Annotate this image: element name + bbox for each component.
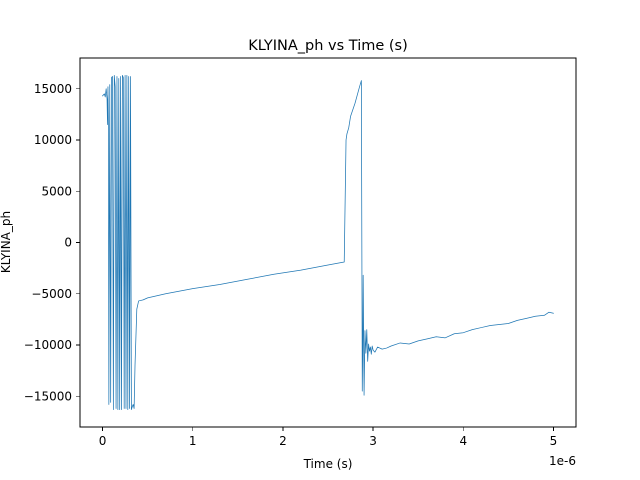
y-tick-label: −5000 <box>31 287 72 301</box>
y-tick-label: 10000 <box>34 133 72 147</box>
x-tick-label: 2 <box>279 434 287 448</box>
x-tick-label: 0 <box>99 434 107 448</box>
x-tick-label: 5 <box>550 434 558 448</box>
x-axis-offset-label: 1e-6 <box>549 454 576 468</box>
x-axis-label: Time (s) <box>303 457 353 471</box>
y-tick-label: 15000 <box>34 82 72 96</box>
y-tick-label: 0 <box>64 236 72 250</box>
axes-frame <box>79 57 577 428</box>
x-tick-label: 3 <box>369 434 377 448</box>
y-tick-label: −10000 <box>24 338 72 352</box>
x-tick-label: 1 <box>189 434 197 448</box>
y-axis-ticks: −15000 −10000 −5000 0 5000 10000 15000 <box>24 82 80 403</box>
y-tick-label: −15000 <box>24 389 72 403</box>
chart-title: KLYINA_ph vs Time (s) <box>248 38 408 54</box>
x-tick-label: 4 <box>459 434 467 448</box>
y-tick-label: 5000 <box>41 184 72 198</box>
x-axis-ticks: 0 1 2 3 4 5 <box>99 427 558 448</box>
series-layer <box>102 75 554 410</box>
series-line-0 <box>102 75 554 410</box>
y-axis-label: KLYINA_ph <box>0 211 13 273</box>
